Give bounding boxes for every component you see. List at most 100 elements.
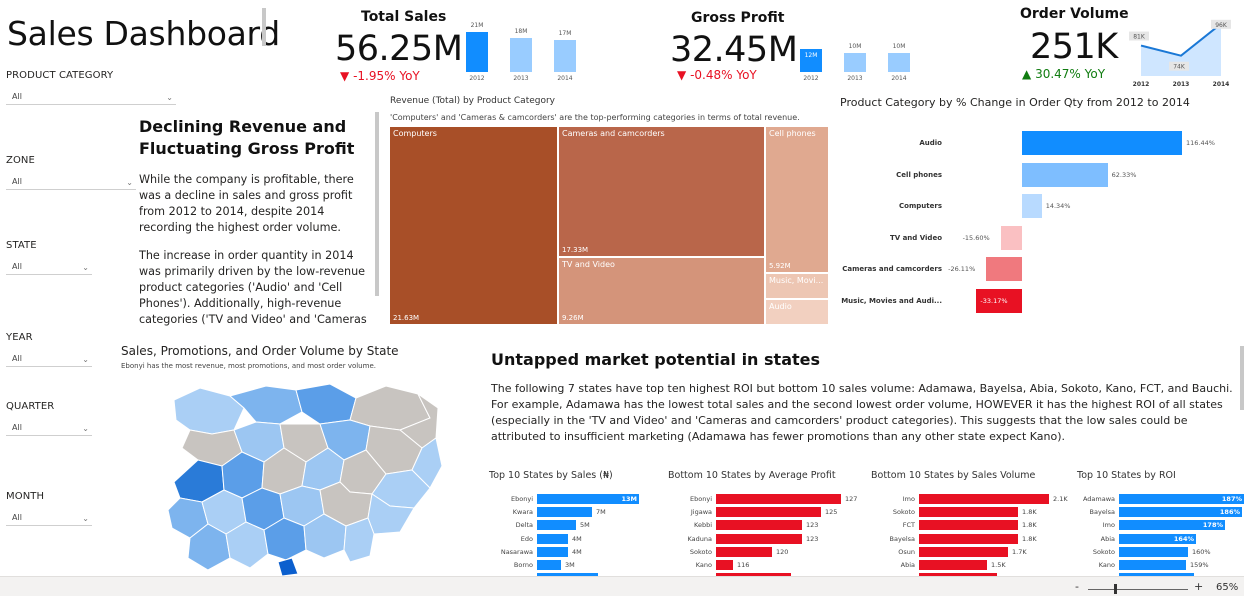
nigeria-state-map[interactable] bbox=[160, 378, 445, 578]
bar-chart-title: Top 10 States by Sales (₦) bbox=[489, 470, 613, 481]
treemap-cell-value: 17.33M bbox=[562, 246, 589, 254]
bar[interactable] bbox=[537, 494, 639, 504]
slicer-dropdown[interactable]: All ⌄ bbox=[6, 176, 136, 190]
treemap-cell[interactable]: TV and Video 9.26M bbox=[558, 257, 765, 325]
kpi-mini-bar[interactable] bbox=[466, 32, 488, 72]
gross-profit-yoy: ▼ -0.48% YoY bbox=[677, 68, 757, 82]
bar[interactable] bbox=[919, 533, 1018, 544]
bar[interactable] bbox=[1119, 507, 1242, 518]
bar[interactable] bbox=[537, 560, 561, 570]
treemap-cell-name: Audio bbox=[769, 302, 792, 311]
treemap-cell[interactable]: Cameras and camcorders 17.33M bbox=[558, 126, 765, 257]
bar-value-label: 1.8K bbox=[1022, 521, 1037, 530]
treemap-cell[interactable]: Music, Movi... bbox=[765, 273, 829, 299]
bar[interactable] bbox=[1119, 533, 1196, 544]
zoom-slider-track[interactable] bbox=[1088, 589, 1188, 590]
zoom-slider-thumb[interactable] bbox=[1114, 584, 1117, 594]
bar-value-label: 164% bbox=[1173, 534, 1194, 543]
page-title: Sales Dashboard bbox=[7, 14, 280, 53]
gross-profit-mini-chart[interactable]: 12M 2012 10M 2013 10M 2014 bbox=[796, 14, 916, 88]
slicer-dropdown[interactable]: All ⌄ bbox=[6, 261, 92, 275]
bar[interactable] bbox=[1119, 560, 1186, 570]
map-state-region[interactable] bbox=[411, 437, 443, 489]
zoom-in-button[interactable]: + bbox=[1194, 580, 1204, 593]
kpi-mini-bar[interactable] bbox=[554, 40, 576, 72]
total-sales-yoy-text: -1.95% YoY bbox=[353, 69, 420, 83]
page-scrollbar[interactable] bbox=[1240, 346, 1244, 410]
map-state-region[interactable] bbox=[295, 383, 357, 425]
slicer-dropdown[interactable]: All ⌄ bbox=[6, 91, 176, 105]
pct-change-bar[interactable] bbox=[986, 257, 1022, 281]
pct-change-bar[interactable] bbox=[1000, 225, 1022, 250]
pct-change-chart[interactable]: Audio 116.44% Cell phones 62.33% Computers 14… bbox=[836, 126, 1236, 321]
order-volume-line-chart[interactable]: 81K 2012 74K 2013 96K 2014 bbox=[1125, 14, 1237, 90]
order-volume-point-label: 96K bbox=[1215, 22, 1228, 29]
bar[interactable] bbox=[537, 507, 592, 518]
bar[interactable] bbox=[1119, 520, 1225, 531]
bar[interactable] bbox=[919, 507, 1018, 518]
bar[interactable] bbox=[716, 560, 733, 570]
bar-value-label: 123 bbox=[806, 534, 819, 543]
slicer-dropdown[interactable]: All ⌄ bbox=[6, 422, 92, 436]
pct-change-bar[interactable] bbox=[976, 288, 1022, 313]
zoom-out-button[interactable]: - bbox=[1075, 580, 1079, 593]
bar-category-label: Osun bbox=[898, 547, 915, 556]
bar[interactable] bbox=[537, 546, 568, 557]
order-volume-value: 251K bbox=[1030, 27, 1118, 67]
bar-chart-title: Bottom 10 States by Sales Volume bbox=[871, 470, 1036, 481]
bar[interactable] bbox=[716, 533, 802, 544]
bar[interactable] bbox=[537, 520, 576, 531]
pct-change-category-label: Cameras and camcorders bbox=[842, 265, 942, 273]
chevron-down-icon: ⌄ bbox=[126, 178, 133, 187]
kpi-mini-bar-year: 2012 bbox=[469, 75, 485, 82]
bar[interactable] bbox=[716, 520, 802, 531]
kpi-mini-bar-label: 10M bbox=[892, 43, 906, 50]
bar[interactable] bbox=[716, 546, 772, 557]
kpi-mini-bar-label: 10M bbox=[848, 43, 862, 50]
bar[interactable] bbox=[1119, 546, 1188, 557]
kpi-mini-bar-year: 2012 bbox=[803, 75, 819, 82]
kpi-mini-bar[interactable] bbox=[510, 38, 532, 72]
bar[interactable] bbox=[716, 507, 821, 518]
order-volume-year-label: 2013 bbox=[1173, 81, 1190, 88]
bar[interactable] bbox=[919, 520, 1018, 531]
bar-category-label: Kwara bbox=[512, 508, 533, 517]
kpi-mini-bar[interactable] bbox=[844, 53, 866, 72]
total-sales-mini-chart[interactable]: 21M 2012 18M 2013 17M 2014 bbox=[462, 14, 582, 88]
treemap-cell[interactable]: Audio bbox=[765, 299, 829, 325]
slicer-dropdown[interactable]: All ⌄ bbox=[6, 512, 92, 526]
map-state-region[interactable] bbox=[343, 517, 375, 563]
pct-change-bar[interactable] bbox=[1022, 194, 1042, 218]
kpi-mini-bar[interactable] bbox=[888, 53, 910, 72]
bar[interactable] bbox=[919, 494, 1049, 504]
treemap-cell[interactable]: Cell phones 5.92M bbox=[765, 126, 829, 273]
pct-change-category-label: TV and Video bbox=[889, 233, 942, 242]
order-volume-point-label: 81K bbox=[1133, 34, 1146, 41]
bar[interactable] bbox=[537, 533, 568, 544]
map-title: Sales, Promotions, and Order Volume by S… bbox=[121, 344, 399, 358]
bar[interactable] bbox=[919, 546, 1008, 557]
bar-value-label: 116 bbox=[737, 561, 750, 569]
bar-category-label: Borno bbox=[513, 561, 533, 569]
narrative-scrollbar[interactable] bbox=[375, 112, 379, 296]
kpi-mini-bar[interactable] bbox=[800, 49, 822, 72]
map-state-region[interactable] bbox=[228, 385, 303, 425]
bar[interactable] bbox=[1119, 494, 1244, 504]
slicer-value: All bbox=[12, 177, 22, 186]
pct-change-bar[interactable] bbox=[1022, 162, 1108, 187]
bar[interactable] bbox=[919, 560, 987, 570]
treemap-chart[interactable]: Computers 21.63M Cameras and camcorders 17.… bbox=[389, 126, 829, 325]
pct-change-bar[interactable] bbox=[1022, 131, 1182, 155]
order-volume-yoy: ▲ 30.47% YoY bbox=[1022, 67, 1105, 81]
zoom-level: 65% bbox=[1216, 582, 1239, 593]
treemap-cell[interactable]: Computers 21.63M bbox=[389, 126, 558, 325]
bar-value-label: 1.7K bbox=[1012, 547, 1027, 556]
slicer-dropdown[interactable]: All ⌄ bbox=[6, 353, 92, 367]
bar-value-label: 159% bbox=[1190, 561, 1209, 569]
bar-chart-title: Top 10 States by ROI bbox=[1077, 470, 1176, 481]
order-volume-point-badge bbox=[1211, 19, 1231, 29]
bar-value-label: 1.8K bbox=[1022, 534, 1037, 543]
map-state-region[interactable] bbox=[277, 557, 299, 577]
order-volume-year-label: 2012 bbox=[1133, 81, 1150, 88]
bar[interactable] bbox=[716, 494, 841, 504]
